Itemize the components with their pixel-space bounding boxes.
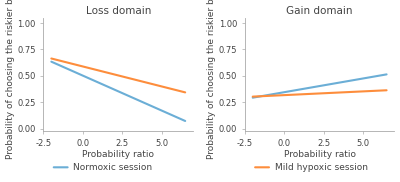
Title: Gain domain: Gain domain	[286, 6, 353, 15]
Y-axis label: Probability of choosing the riskier bet: Probability of choosing the riskier bet	[6, 0, 14, 159]
X-axis label: Probability ratio: Probability ratio	[284, 151, 356, 159]
X-axis label: Probability ratio: Probability ratio	[82, 151, 154, 159]
Text: Normoxic session: Normoxic session	[73, 163, 152, 172]
Y-axis label: Probability of choosing the riskier bet: Probability of choosing the riskier bet	[207, 0, 216, 159]
Text: Mild hypoxic session: Mild hypoxic session	[275, 163, 368, 172]
Title: Loss domain: Loss domain	[86, 6, 151, 15]
